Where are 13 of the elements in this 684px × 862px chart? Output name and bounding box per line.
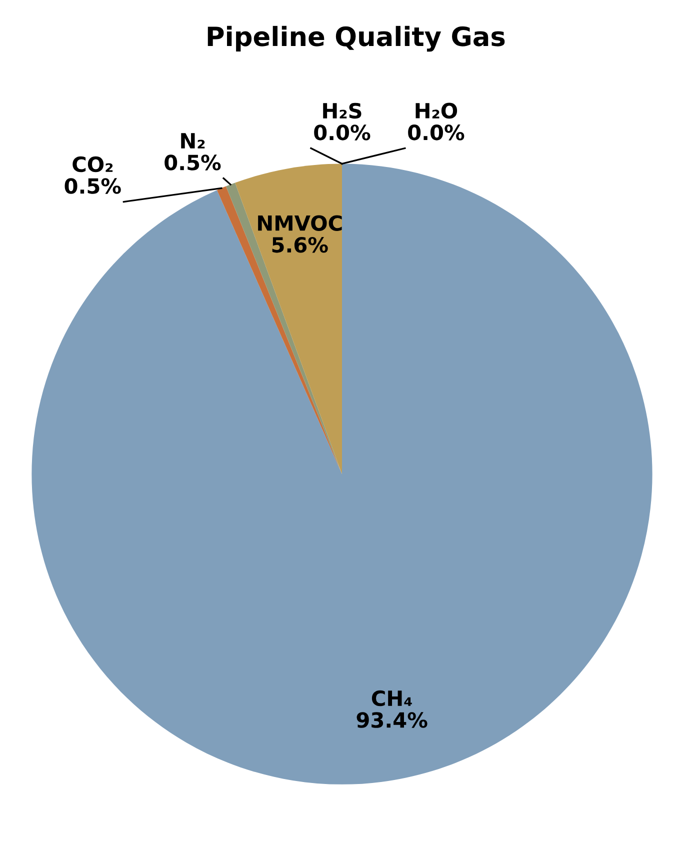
chart-title: Pipeline Quality Gas	[208, 26, 505, 52]
slice-label: N₂	[181, 133, 205, 148]
slice-label: CH₄	[372, 690, 412, 706]
data-label: 0.5%	[164, 154, 221, 170]
data-label: 5.6%	[272, 236, 328, 253]
slice-label: NMVOC	[258, 215, 342, 231]
text: 0.0%	[314, 124, 370, 140]
category-label: H₂O	[416, 102, 458, 119]
slice-label: CO₂	[72, 156, 113, 172]
text: 0.0%	[408, 124, 464, 140]
category-label: H₂S	[323, 102, 362, 119]
data-label: 93.4%	[356, 712, 428, 728]
data-label: 0.5%	[64, 178, 121, 194]
